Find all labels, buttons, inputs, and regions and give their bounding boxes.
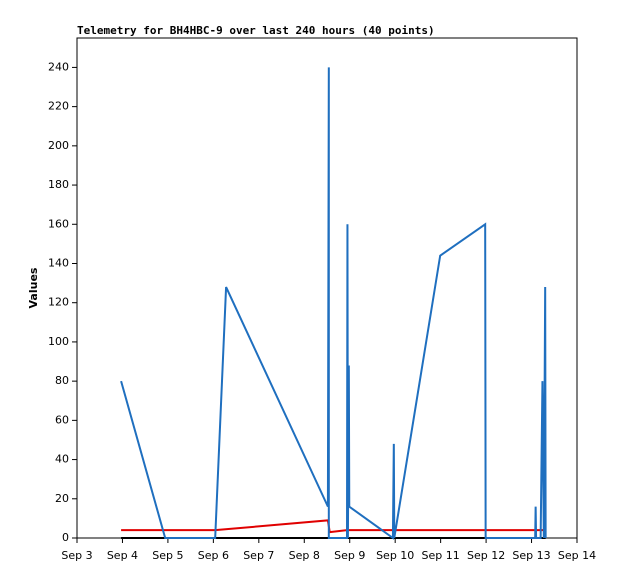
y-tick-label: 80 xyxy=(55,374,69,387)
series-line xyxy=(120,67,547,540)
x-tick-label: Sep 5 xyxy=(152,549,183,562)
x-tick-label: Sep 4 xyxy=(107,549,138,562)
x-tick-label: Sep 10 xyxy=(376,549,414,562)
y-tick-label: 140 xyxy=(48,256,69,269)
y-tick-label: 180 xyxy=(48,178,69,191)
x-tick-label: Sep 7 xyxy=(243,549,274,562)
x-tick-label: Sep 3 xyxy=(61,549,92,562)
y-tick-label: 0 xyxy=(62,531,69,544)
x-tick-label: Sep 8 xyxy=(289,549,320,562)
plot-frame xyxy=(76,37,578,539)
y-tick-label: 60 xyxy=(55,413,69,426)
y-tick-label: 40 xyxy=(55,453,69,466)
x-tick-label: Sep 13 xyxy=(512,549,550,562)
y-tick-label: 160 xyxy=(48,217,69,230)
y-axis-label: Values xyxy=(27,267,40,308)
x-tick-label: Sep 12 xyxy=(467,549,505,562)
y-tick-label: 200 xyxy=(48,139,69,152)
y-tick-label: 220 xyxy=(48,100,69,113)
x-tick-label: Sep 11 xyxy=(422,549,460,562)
x-tick-label: Sep 14 xyxy=(558,549,596,562)
y-tick-label: 100 xyxy=(48,335,69,348)
chart-title: Telemetry for BH4HBC-9 over last 240 hou… xyxy=(77,24,435,37)
x-tick-label: Sep 9 xyxy=(334,549,365,562)
y-tick-label: 20 xyxy=(55,492,69,505)
x-tick-label: Sep 6 xyxy=(198,549,229,562)
y-tick-label: 240 xyxy=(48,60,69,73)
y-tick-label: 120 xyxy=(48,296,69,309)
